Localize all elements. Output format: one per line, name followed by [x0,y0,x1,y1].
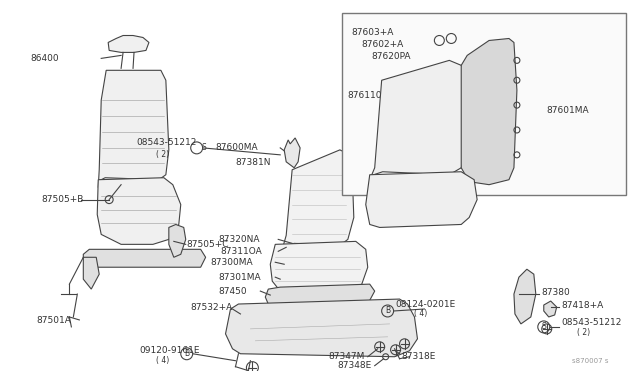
Text: s870007 s: s870007 s [572,358,609,364]
Text: 87348E: 87348E [337,361,372,370]
Text: 87505+C: 87505+C [187,240,229,249]
Polygon shape [544,301,557,317]
Text: S: S [541,323,546,331]
Polygon shape [370,60,469,180]
Text: 09120-9161E: 09120-9161E [139,346,200,355]
Text: 87300MA: 87300MA [211,258,253,267]
Polygon shape [97,178,180,244]
Polygon shape [83,257,99,289]
Text: 87347M: 87347M [328,352,365,361]
Text: 87532+A: 87532+A [191,302,233,311]
Text: 87418+A: 87418+A [562,301,604,310]
Text: 876110A: 876110A [348,91,388,100]
Polygon shape [108,35,149,52]
Polygon shape [365,172,477,227]
Text: 87603+A: 87603+A [352,28,394,37]
Text: 08124-0201E: 08124-0201E [396,299,456,308]
Polygon shape [270,241,368,291]
Text: 87601MA: 87601MA [547,106,589,115]
Text: 87620PA: 87620PA [372,52,412,61]
Text: 87311OA: 87311OA [221,247,262,256]
Text: 87301MA: 87301MA [218,273,261,282]
Text: 08543-51212: 08543-51212 [136,138,196,147]
Polygon shape [266,284,374,307]
Text: 87505+B: 87505+B [42,195,84,204]
Text: 08543-51212: 08543-51212 [562,318,622,327]
Text: ( 2): ( 2) [156,150,169,159]
Polygon shape [169,224,186,257]
Text: ( 2): ( 2) [577,328,589,337]
Text: S: S [201,143,206,153]
Polygon shape [461,38,517,185]
Text: 87318E: 87318E [401,352,436,361]
Polygon shape [514,269,536,324]
Text: 86400: 86400 [31,54,60,63]
Text: B: B [385,307,390,315]
Polygon shape [98,70,169,187]
Polygon shape [284,138,300,168]
Polygon shape [225,299,417,357]
Text: B: B [184,349,189,358]
Text: ( 4): ( 4) [415,310,428,318]
Text: 87600MA: 87600MA [216,143,258,153]
Text: 87450: 87450 [218,286,247,296]
Polygon shape [282,150,354,249]
Text: ( 4): ( 4) [156,356,169,365]
Text: 87602+A: 87602+A [362,40,404,49]
Text: 87501A: 87501A [36,317,72,326]
Text: 87380: 87380 [542,288,570,296]
Text: 87320NA: 87320NA [218,235,260,244]
Bar [342,13,627,195]
Text: 87381N: 87381N [236,158,271,167]
Polygon shape [83,249,205,267]
